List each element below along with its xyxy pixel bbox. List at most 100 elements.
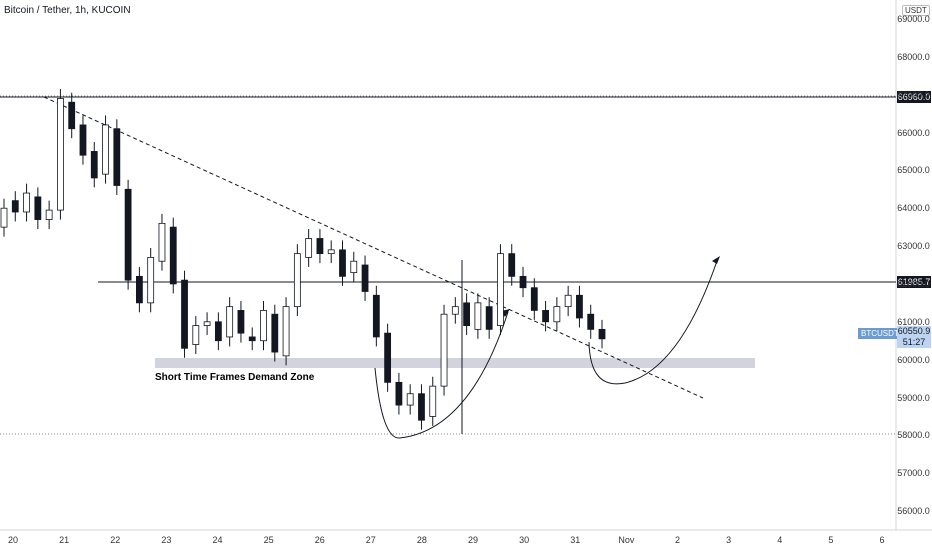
time-tick-label: 6	[879, 535, 885, 545]
candle-body	[418, 393, 425, 421]
candle-body	[79, 124, 87, 156]
time-tick-label: 28	[416, 535, 427, 545]
candle-body	[90, 151, 98, 179]
time-tick-label: 2	[675, 535, 681, 545]
candle-body	[45, 209, 53, 220]
candle-body	[316, 238, 324, 255]
countdown-value: 51:27	[902, 337, 926, 347]
candle-body	[384, 332, 392, 383]
time-tick-label: 22	[110, 535, 121, 545]
candle-body	[113, 128, 121, 186]
time-tick-label: 23	[161, 535, 172, 545]
time-tick-label: 21	[59, 535, 70, 545]
candle-body	[181, 279, 188, 349]
candle-body	[485, 306, 493, 330]
candle-body	[11, 200, 19, 213]
candle-body	[203, 321, 211, 326]
level-high-tag: 66960.0	[897, 91, 931, 103]
candle-body	[57, 98, 64, 211]
price-tick-label: 62000.0	[897, 278, 930, 289]
price-tick-label: 61000.0	[897, 316, 930, 327]
candle-body	[463, 302, 471, 326]
candle-body	[102, 124, 109, 175]
candle-body	[23, 192, 30, 213]
candles-group	[0, 88, 606, 430]
candle-body	[451, 306, 459, 315]
current-price-tag: 60550.9 51:27	[897, 326, 931, 348]
price-tick-label: 59000.0	[897, 392, 930, 403]
candle-body	[474, 302, 482, 330]
price-tick-label: 64000.0	[897, 203, 930, 214]
candle-body	[406, 393, 414, 406]
projection-arrowhead	[712, 256, 720, 264]
price-tick-label: 68000.0	[897, 51, 930, 62]
time-tick-label: 20	[7, 535, 19, 545]
projection-curve[interactable]	[588, 257, 719, 385]
candle-body	[530, 287, 538, 311]
candle-body	[497, 253, 504, 326]
candle-body	[34, 196, 42, 220]
candle-body	[339, 249, 346, 277]
candle-body	[271, 313, 279, 353]
candle-body	[68, 101, 76, 130]
time-tick-label: 25	[263, 535, 274, 545]
candle-body	[226, 306, 234, 338]
candle-body	[282, 306, 290, 357]
candle-body	[553, 306, 561, 323]
price-tick-label: 56000.0	[897, 506, 930, 517]
candle-body	[576, 294, 583, 319]
candle-body	[519, 275, 527, 289]
candle-body	[124, 188, 132, 281]
time-tick-label: 30	[519, 535, 530, 545]
candle-body	[192, 325, 200, 345]
time-tick-label: 5	[828, 535, 834, 545]
candle-body	[248, 336, 256, 342]
candle-body	[260, 310, 267, 342]
candle-body	[293, 253, 301, 308]
candle-body	[350, 260, 358, 273]
candle-body	[564, 294, 572, 308]
time-tick-label: 24	[212, 535, 223, 545]
candle-body	[372, 294, 380, 338]
time-tick-label: 26	[314, 535, 325, 545]
time-tick-label: 3	[726, 535, 732, 545]
current-price-value: 60550.9	[897, 326, 931, 336]
currency-badge[interactable]: USDT	[902, 5, 930, 16]
candle-body	[587, 313, 595, 330]
price-tick-label: 69000.0	[897, 13, 930, 24]
chart-title: Bitcoin / Tether, 1h, KUCOIN	[4, 5, 131, 16]
price-tick-label: 58000.0	[897, 430, 930, 441]
demand-zone-rect[interactable]	[155, 358, 755, 368]
time-tick-label: 27	[365, 535, 376, 545]
candle-body	[158, 222, 166, 262]
candle-body	[542, 310, 549, 323]
candle-body	[0, 207, 8, 228]
price-tick-label: 67000.0	[897, 89, 930, 100]
price-tick-label: 60000.0	[897, 354, 930, 365]
demand-zone-label: Short Time Frames Demand Zone	[155, 372, 315, 383]
candle-body	[440, 313, 448, 387]
price-tick-label: 66000.0	[897, 127, 930, 138]
time-tick-label: 31	[570, 535, 581, 545]
descending-trendline[interactable]	[43, 96, 704, 399]
rounded-bottom-left[interactable]	[374, 311, 509, 439]
symbol-tag: BTCUSDT	[858, 328, 902, 339]
candle-body	[214, 321, 222, 342]
candle-body	[237, 310, 245, 334]
candle-body	[147, 257, 155, 304]
time-tick-label: 29	[468, 535, 479, 545]
candle-body	[169, 226, 177, 285]
price-tick-label: 57000.0	[897, 468, 930, 479]
candle-body	[508, 253, 516, 277]
price-tick-label: 65000.0	[897, 165, 930, 176]
candle-body	[395, 381, 403, 406]
time-tick-label: 4	[777, 535, 783, 545]
level-mid-tag: 61985.7	[897, 276, 931, 288]
candle-body	[305, 238, 313, 258]
time-tick-label: Nov	[618, 535, 635, 545]
candle-body	[327, 249, 335, 255]
candle-body	[361, 264, 369, 292]
candle-body	[429, 385, 437, 417]
price-tick-label: 63000.0	[897, 241, 930, 252]
